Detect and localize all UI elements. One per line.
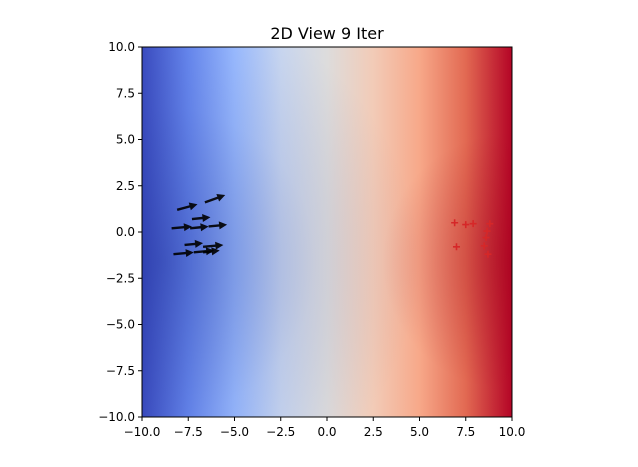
target-marker <box>486 220 494 228</box>
x-tick-label: 5.0 <box>410 425 429 439</box>
y-tick-label: 7.5 <box>116 86 135 100</box>
x-tick-label: 2.5 <box>364 425 383 439</box>
particle-arrow <box>176 202 198 211</box>
y-tick-label: 5.0 <box>116 133 135 147</box>
x-tick-label: −2.5 <box>266 425 295 439</box>
particle-arrow <box>189 223 209 232</box>
x-tick-label: −7.5 <box>174 425 203 439</box>
target-marker <box>482 234 490 242</box>
particle-arrows <box>171 193 228 258</box>
particle-arrow <box>173 249 194 258</box>
x-axis: −10.0 −7.5 −5.0 −2.5 0.0 2.5 5.0 7.5 10.0 <box>124 417 526 439</box>
target-marker <box>483 227 491 235</box>
plot-area <box>142 47 512 417</box>
y-axis: 10.0 7.5 5.0 2.5 0.0 −2.5 −5.0 −7.5 −10.0 <box>98 40 142 424</box>
particle-arrow <box>184 239 204 248</box>
target-marker <box>469 220 477 228</box>
y-tick-label: 10.0 <box>108 40 135 54</box>
x-tick-label: 7.5 <box>456 425 475 439</box>
heatmap-shading-red <box>142 47 512 417</box>
target-marker <box>484 250 492 258</box>
y-tick-label: 0.0 <box>116 225 135 239</box>
target-marker <box>480 242 488 250</box>
particle-arrow <box>202 247 220 256</box>
x-tick-label: −5.0 <box>220 425 249 439</box>
x-tick-label: 10.0 <box>499 425 526 439</box>
y-tick-label: −7.5 <box>106 364 135 378</box>
x-tick-label: 0.0 <box>317 425 336 439</box>
y-tick-label: −5.0 <box>106 318 135 332</box>
chart-title: 2D View 9 Iter <box>270 24 384 43</box>
particle-arrow <box>204 193 226 204</box>
particle-arrow <box>191 214 211 222</box>
particle-arrow <box>208 221 228 230</box>
y-tick-label: 2.5 <box>116 179 135 193</box>
target-marker <box>462 221 470 229</box>
target-marker <box>451 219 459 227</box>
target-marker <box>453 243 460 251</box>
x-tick-label: −10.0 <box>124 425 161 439</box>
target-markers <box>451 219 494 258</box>
particle-arrow <box>202 241 224 250</box>
particle-arrow <box>171 223 192 232</box>
y-tick-label: −10.0 <box>98 410 135 424</box>
y-tick-label: −2.5 <box>106 271 135 285</box>
